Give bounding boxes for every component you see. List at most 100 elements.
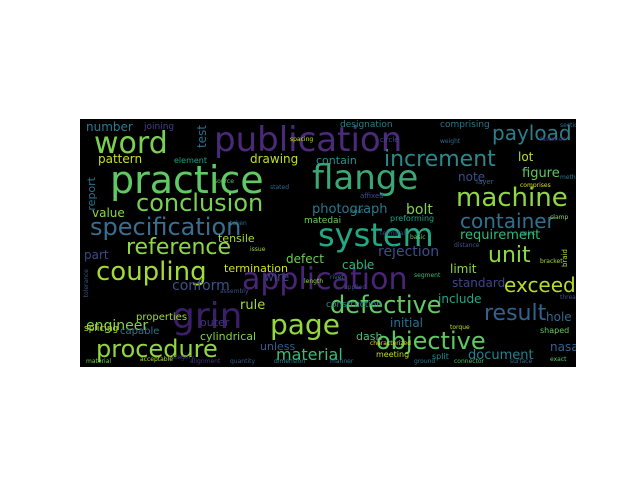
word: capable bbox=[120, 326, 160, 337]
word: test bbox=[195, 125, 209, 149]
word: system bbox=[318, 216, 434, 254]
word: limit bbox=[450, 262, 477, 276]
word: distance bbox=[454, 242, 480, 249]
word: reference bbox=[126, 235, 232, 260]
word: drawing bbox=[250, 152, 299, 166]
word: spacing bbox=[290, 136, 314, 143]
word: segment bbox=[414, 272, 441, 279]
word: nasa bbox=[550, 340, 576, 354]
word: assembly bbox=[220, 288, 249, 295]
word: bracket bbox=[540, 258, 563, 265]
word: figure bbox=[522, 166, 560, 181]
word: category bbox=[168, 354, 195, 361]
word: photograph bbox=[312, 202, 388, 217]
word: note bbox=[458, 170, 486, 184]
word: clamp bbox=[550, 214, 569, 221]
word: alignment bbox=[190, 358, 221, 365]
word: specification bbox=[90, 213, 242, 241]
word: issue bbox=[250, 246, 266, 253]
word: procedure bbox=[96, 335, 218, 363]
word: rule bbox=[240, 298, 266, 313]
word: exact bbox=[550, 356, 567, 363]
word: affixed bbox=[360, 192, 384, 200]
word: machine bbox=[456, 183, 568, 213]
word: result bbox=[484, 301, 547, 326]
word: basic bbox=[410, 234, 426, 241]
word: method bbox=[560, 174, 576, 181]
word: number bbox=[86, 120, 133, 134]
word: termination bbox=[224, 262, 288, 275]
word: cylindrical bbox=[200, 330, 257, 343]
word: value bbox=[92, 206, 125, 220]
word: split bbox=[432, 352, 449, 361]
word: source bbox=[214, 178, 234, 185]
word: comprises bbox=[520, 182, 551, 189]
word: practice bbox=[110, 158, 264, 202]
word: publication bbox=[214, 120, 403, 160]
word: initial bbox=[390, 316, 423, 330]
word: bolt bbox=[406, 202, 433, 218]
word: unless bbox=[260, 340, 296, 353]
word: application bbox=[242, 262, 408, 297]
word: joining bbox=[144, 122, 175, 132]
word: include bbox=[438, 292, 482, 306]
word: payload bbox=[492, 121, 572, 145]
word: requirement bbox=[460, 228, 541, 243]
word: engineer bbox=[86, 318, 149, 334]
word: manner bbox=[330, 358, 354, 365]
word-cloud: publication word practice flange increme… bbox=[80, 119, 576, 367]
word: wire bbox=[264, 270, 290, 284]
word: objective bbox=[376, 327, 486, 355]
word: ground bbox=[414, 358, 436, 365]
word: stated bbox=[270, 184, 290, 191]
word: weight bbox=[440, 138, 461, 145]
word: terminal bbox=[380, 230, 406, 237]
word: characterized bbox=[370, 340, 412, 347]
word: torque bbox=[450, 324, 470, 331]
word: dimension bbox=[274, 358, 306, 365]
word: cable bbox=[342, 258, 375, 272]
word: element bbox=[174, 156, 207, 165]
word: section bbox=[560, 122, 576, 129]
word: surface bbox=[510, 358, 533, 365]
word: heat bbox=[350, 208, 364, 215]
word: preforming bbox=[390, 214, 435, 223]
word: acceptable bbox=[140, 356, 173, 363]
word: properties bbox=[136, 312, 188, 323]
word: taken bbox=[230, 220, 247, 227]
word: point bbox=[520, 230, 536, 237]
word: rejection bbox=[378, 244, 440, 260]
word: increment bbox=[384, 147, 496, 172]
word: braid bbox=[561, 249, 569, 267]
word: material bbox=[276, 345, 343, 364]
word: container bbox=[460, 209, 555, 233]
word: splicing bbox=[84, 324, 119, 334]
word: conform bbox=[172, 278, 230, 294]
word: defect bbox=[286, 252, 324, 266]
word: designation bbox=[340, 120, 393, 130]
word: outer bbox=[200, 316, 230, 329]
word: flange bbox=[312, 158, 419, 198]
word: layer bbox=[476, 178, 494, 186]
word: page bbox=[270, 308, 340, 341]
word: comprising bbox=[440, 120, 490, 130]
word: hole bbox=[546, 310, 572, 324]
word: applied bbox=[344, 284, 367, 291]
word: quantity bbox=[230, 358, 256, 365]
word: length bbox=[304, 278, 324, 285]
word: meeting bbox=[376, 350, 410, 359]
word: grin bbox=[172, 296, 243, 337]
word: tolerance bbox=[83, 269, 90, 298]
word: circle bbox=[380, 136, 399, 144]
word: tensile bbox=[218, 232, 255, 245]
word: rivet bbox=[330, 274, 344, 281]
word: construction bbox=[326, 300, 382, 310]
word: thread bbox=[560, 294, 576, 301]
word: conclusion bbox=[136, 189, 264, 217]
word: unit bbox=[488, 243, 531, 268]
word: material bbox=[86, 358, 112, 365]
word: pattern bbox=[98, 152, 143, 166]
word: matedai bbox=[304, 216, 342, 226]
word: word bbox=[94, 126, 168, 161]
word: dash bbox=[356, 330, 383, 343]
